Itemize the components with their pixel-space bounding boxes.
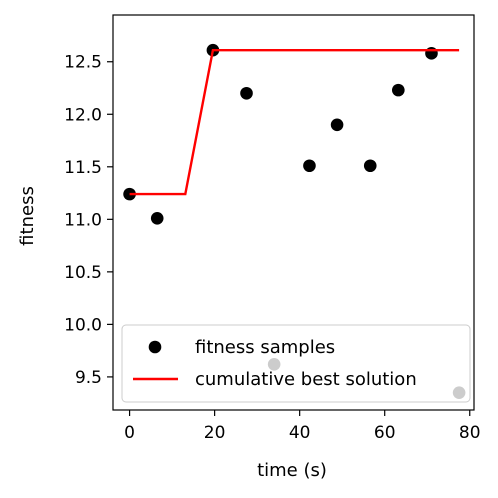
data-point-8: [363, 159, 377, 173]
axes: 0 20 40 60 80 9.5 10.0 10.5 11.0 11.5 12.0 12.5: [64, 14, 481, 443]
legend-label-cumulative-best: cumulative best solution: [195, 369, 417, 390]
data-point-9: [392, 83, 405, 97]
y-tick-label-10.5: 10.5: [64, 263, 102, 283]
data-point-2: [150, 211, 164, 225]
data-point-1: [123, 187, 136, 201]
x-tick-label-40: 40: [289, 423, 311, 443]
series-line-cumulative-best: [129, 49, 460, 196]
data-point-10: [425, 47, 438, 60]
x-tick-label-0: 0: [124, 423, 135, 443]
axes-frame: [112, 14, 475, 411]
y-tick-label-9.5: 9.5: [75, 368, 102, 388]
x-tick-label-80: 80: [459, 423, 481, 443]
legend-box: [121, 324, 471, 403]
y-tick-label-10.0: 10.0: [64, 315, 102, 335]
data-point-6: [303, 159, 316, 173]
y-tick-label-12.0: 12.0: [64, 105, 102, 125]
data-point-4: [240, 86, 253, 100]
x-tick-label-60: 60: [374, 423, 396, 443]
y-tick-label-12.5: 12.5: [64, 53, 102, 73]
legend-label-fitness-samples: fitness samples: [195, 337, 335, 358]
y-axis-label: fitness: [17, 186, 38, 246]
x-tick-label-20: 20: [204, 423, 226, 443]
y-tick-label-11.5: 11.5: [64, 158, 102, 178]
legend: fitness samples cumulative best solution: [121, 324, 471, 403]
data-point-7: [330, 118, 344, 132]
x-axis-label: time (s): [257, 460, 327, 481]
y-tick-label-11.0: 11.0: [64, 210, 102, 230]
legend-marker-fitness-samples: [148, 340, 162, 354]
